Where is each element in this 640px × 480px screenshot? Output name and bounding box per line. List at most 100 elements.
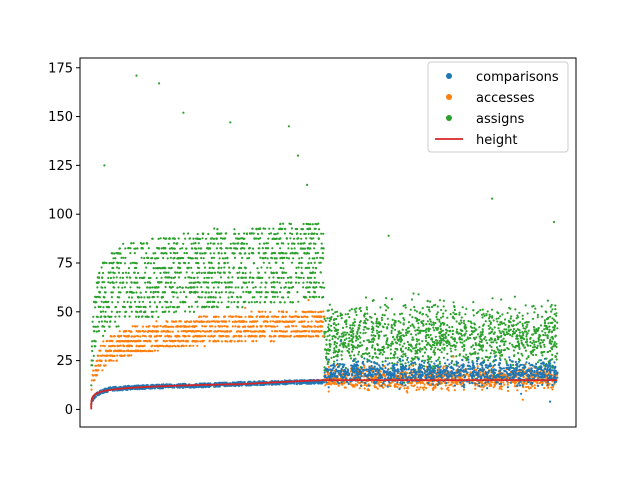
data-point-assigns	[148, 296, 151, 299]
data-point-accesses	[321, 325, 324, 328]
data-point-assigns	[125, 310, 128, 313]
data-point-assigns	[151, 315, 154, 318]
data-point-assigns	[201, 290, 204, 294]
data-point-accesses	[314, 310, 317, 313]
data-point-assigns	[206, 247, 209, 250]
data-point-assigns	[135, 262, 138, 265]
data-point-assigns	[250, 232, 254, 235]
data-point-assigns	[212, 237, 216, 240]
data-point-assigns	[200, 296, 203, 299]
data-point-assigns	[290, 281, 293, 284]
data-point-assigns	[386, 346, 390, 349]
data-point-assigns	[533, 348, 536, 351]
data-point-assigns	[110, 315, 113, 318]
data-point-assigns	[545, 324, 548, 328]
data-point-assigns	[129, 276, 132, 279]
data-point-assigns	[480, 348, 483, 351]
data-point-assigns	[160, 252, 163, 255]
data-point-assigns	[507, 332, 510, 335]
data-point-assigns	[346, 331, 349, 334]
data-point-assigns	[282, 276, 285, 280]
data-point-assigns	[305, 222, 308, 225]
data-point-assigns	[204, 252, 207, 255]
data-point-accesses	[320, 310, 323, 313]
data-point-assigns	[384, 309, 388, 312]
data-point-assigns	[217, 251, 220, 254]
data-point-assigns	[398, 343, 401, 346]
data-point-assigns	[504, 358, 507, 361]
data-point-assigns	[548, 325, 551, 328]
data-point-assigns	[552, 318, 556, 321]
data-point-assigns	[313, 290, 316, 293]
data-point-assigns	[331, 337, 334, 341]
data-point-assigns	[188, 310, 191, 313]
data-point-accesses	[217, 325, 220, 328]
data-point-assigns	[296, 154, 300, 157]
data-point-assigns	[144, 310, 147, 313]
data-point-accesses	[192, 344, 195, 347]
data-point-assigns	[250, 301, 253, 304]
data-point-assigns	[531, 333, 534, 336]
data-point-accesses	[177, 330, 180, 333]
data-point-assigns	[436, 305, 439, 308]
data-point-assigns	[488, 313, 491, 316]
data-point-assigns	[507, 326, 510, 329]
data-point-assigns	[474, 351, 477, 354]
data-point-assigns	[518, 311, 521, 314]
data-point-assigns	[335, 342, 339, 345]
data-point-assigns	[101, 276, 104, 279]
data-point-accesses	[194, 340, 197, 343]
data-point-assigns	[205, 286, 209, 289]
data-point-assigns	[125, 276, 129, 279]
data-point-assigns	[93, 330, 96, 333]
data-point-accesses	[208, 330, 211, 333]
data-point-assigns	[234, 286, 237, 289]
data-point-accesses	[394, 383, 397, 386]
data-point-assigns	[428, 310, 431, 313]
data-point-accesses	[476, 365, 479, 368]
data-point-assigns	[364, 331, 367, 334]
data-point-assigns	[257, 251, 260, 254]
data-point-assigns	[204, 271, 207, 274]
data-point-assigns	[322, 232, 325, 235]
data-point-assigns	[148, 286, 151, 289]
data-point-assigns	[149, 291, 152, 294]
data-point-assigns	[454, 348, 457, 351]
data-point-assigns	[325, 338, 328, 341]
data-point-accesses	[244, 335, 247, 338]
data-point-assigns	[140, 310, 143, 313]
data-point-assigns	[207, 232, 210, 236]
data-point-assigns	[304, 267, 307, 270]
data-point-assigns	[537, 327, 540, 330]
data-point-assigns	[423, 346, 426, 349]
data-point-assigns	[307, 262, 310, 265]
data-point-assigns	[460, 338, 464, 341]
data-point-accesses	[177, 339, 180, 342]
data-point-assigns	[109, 281, 112, 284]
data-point-assigns	[318, 295, 321, 299]
data-point-accesses	[413, 384, 416, 387]
data-point-assigns	[458, 313, 461, 316]
data-point-assigns	[243, 242, 246, 245]
data-point-accesses	[264, 310, 267, 313]
data-point-assigns	[220, 252, 223, 255]
data-point-assigns	[462, 349, 465, 352]
data-point-assigns	[494, 351, 497, 354]
data-point-assigns	[120, 256, 123, 259]
data-point-assigns	[524, 304, 527, 307]
data-point-assigns	[164, 300, 167, 303]
data-point-assigns	[475, 312, 478, 315]
data-point-assigns	[111, 252, 114, 255]
data-point-assigns	[445, 341, 448, 345]
data-point-assigns	[481, 344, 484, 347]
data-point-accesses	[155, 320, 158, 323]
data-point-assigns	[463, 344, 466, 347]
data-point-assigns	[313, 247, 316, 250]
data-point-assigns	[300, 261, 303, 265]
data-point-assigns	[505, 328, 508, 331]
data-point-assigns	[320, 232, 323, 235]
data-point-assigns	[229, 242, 232, 245]
data-point-accesses	[272, 320, 275, 323]
data-point-assigns	[184, 237, 187, 240]
data-point-accesses	[315, 330, 318, 333]
